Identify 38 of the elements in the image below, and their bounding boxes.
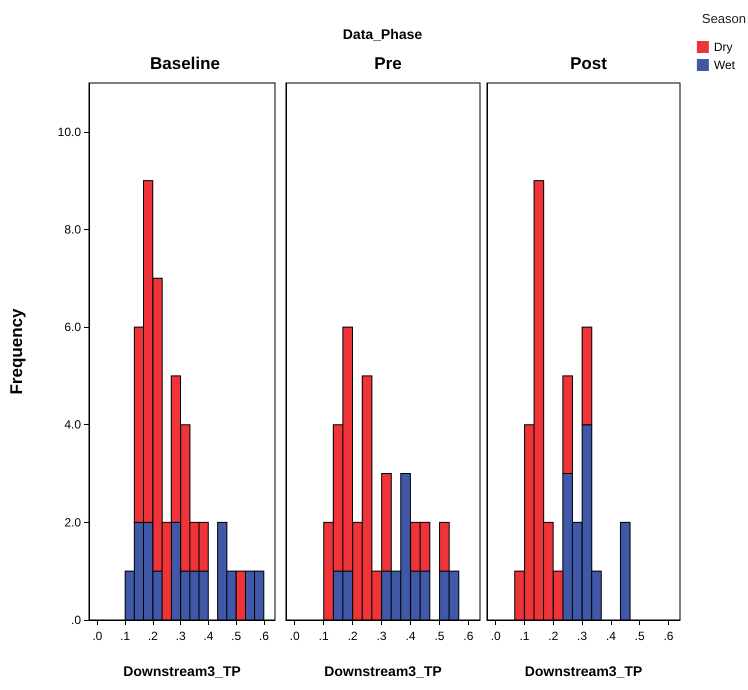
x-tick-label: .0 bbox=[290, 629, 300, 643]
x-tick-label: .4 bbox=[606, 629, 616, 643]
x-tick-label: .6 bbox=[258, 629, 270, 643]
x-tick-label: .4 bbox=[203, 629, 214, 643]
y-tick-label: 8.0 bbox=[64, 222, 82, 236]
x-tick-label: .0 bbox=[490, 629, 501, 643]
x-tick-label: .3 bbox=[176, 629, 186, 643]
chart-title: Baseline bbox=[150, 54, 220, 73]
x-tick-label: .2 bbox=[348, 629, 358, 643]
x-axis-title: Downstream3_TP bbox=[123, 663, 241, 679]
x-tick-label: .1 bbox=[318, 629, 329, 643]
x-tick-label: .3 bbox=[376, 629, 387, 643]
x-tick-label: .6 bbox=[663, 629, 674, 643]
y-tick-label: 2.0 bbox=[64, 515, 82, 530]
y-tick-label: .0 bbox=[70, 613, 82, 627]
chart-title: Post bbox=[570, 54, 608, 73]
legend-title: Season bbox=[702, 11, 746, 26]
x-tick-label: .4 bbox=[406, 629, 416, 643]
x-axis-title: Downstream3_TP bbox=[324, 663, 442, 679]
x-tick-label: .2 bbox=[548, 629, 559, 643]
y-tick-label: 4.0 bbox=[64, 418, 82, 432]
chart-title: Pre bbox=[374, 54, 402, 73]
x-tick-label: .5 bbox=[231, 629, 242, 643]
x-tick-label: .5 bbox=[634, 629, 645, 643]
legend-label: Dry bbox=[714, 40, 733, 54]
x-tick-label: .1 bbox=[519, 629, 530, 643]
x-tick-label: .6 bbox=[463, 629, 474, 643]
legend-label: Wet bbox=[714, 58, 736, 72]
x-tick-label: .2 bbox=[148, 629, 158, 643]
x-tick-label: .0 bbox=[92, 629, 103, 643]
x-tick-label: .1 bbox=[120, 629, 130, 643]
text: Data_Phase bbox=[342, 26, 424, 42]
y-tick-label: 6.0 bbox=[64, 320, 82, 334]
y-axis-title: Frequency bbox=[7, 308, 26, 394]
x-axis-title: Downstream3_TP bbox=[524, 663, 642, 679]
x-tick-label: .3 bbox=[577, 629, 588, 643]
x-tick-label: .5 bbox=[434, 629, 445, 643]
y-tick-label: 10.0 bbox=[58, 124, 82, 139]
